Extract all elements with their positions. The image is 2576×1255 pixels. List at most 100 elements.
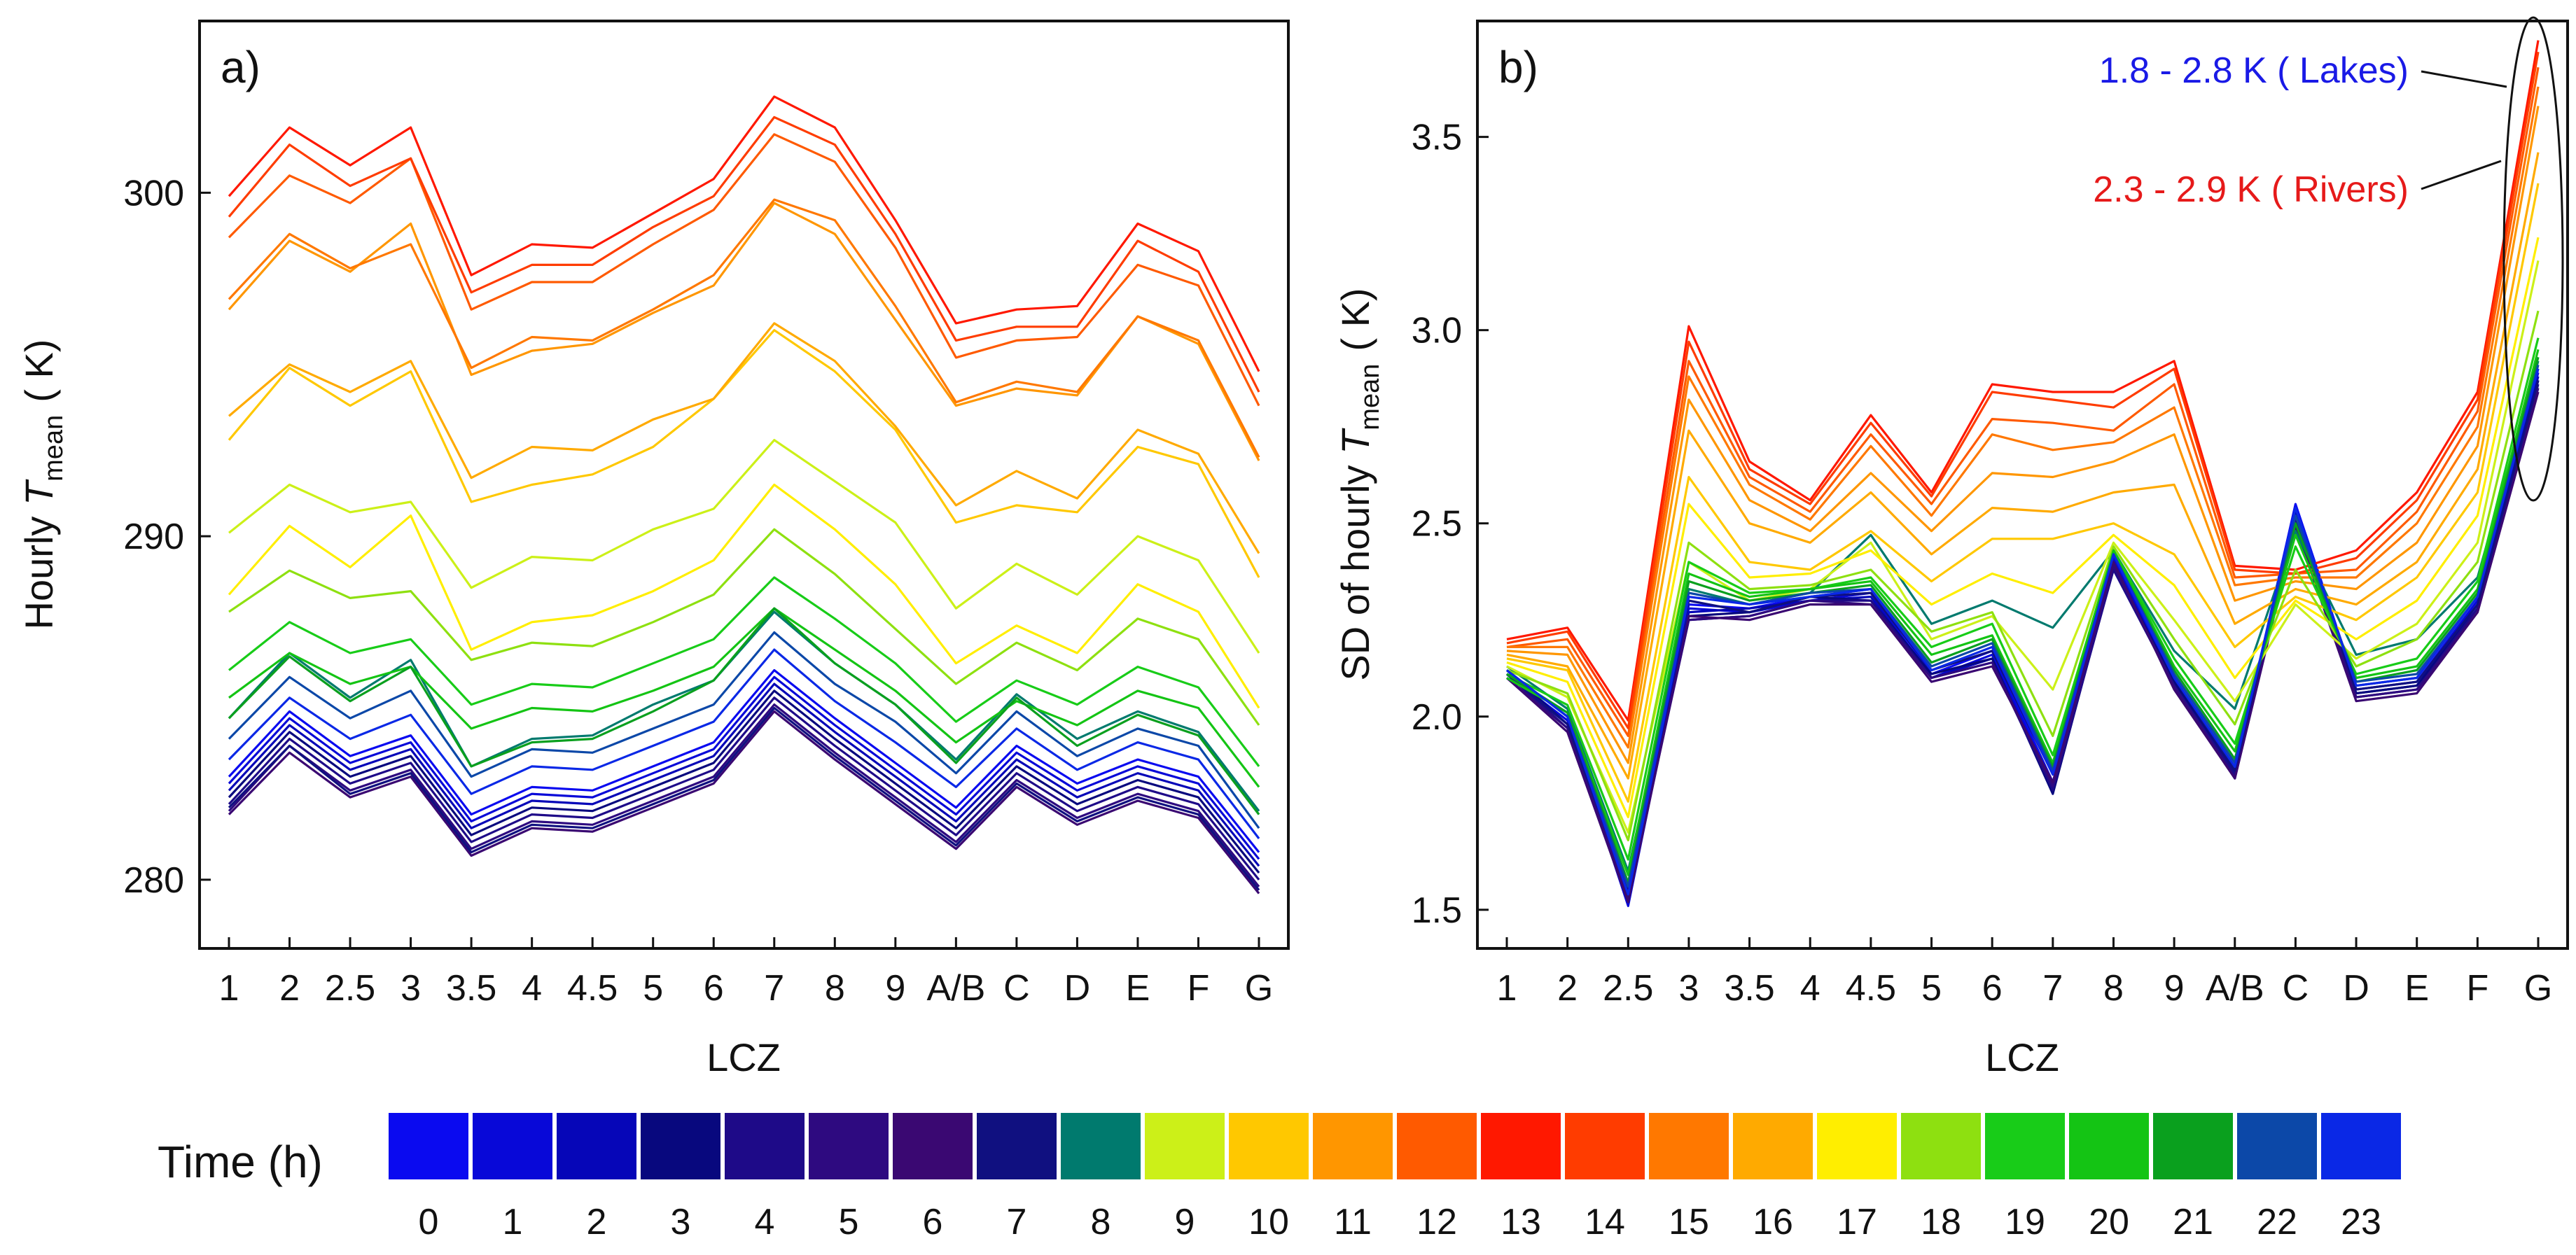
y-tick-label: 3.5 [1412, 118, 1462, 158]
panel-b: 1 2 2.5 3 3.5 4 4.5 5 6 7 8 9 A/B C D E F G 1.5 2.0 2.5 3.0 3.… [1333, 16, 2569, 1079]
series-hour-16 [228, 322, 1260, 554]
panel-a-ticks: 1 2 2.5 3 3.5 4 4.5 5 6 7 8 9 A/B C D E F G 280 290 300 [123, 173, 1273, 1009]
panel-a-frame [198, 20, 1290, 950]
legend-swatch-20 [2069, 1113, 2149, 1179]
x-tick-label: 5 [643, 968, 663, 1009]
series-hour-10 [228, 329, 1260, 578]
legend-label-9: 9 [1175, 1202, 1195, 1242]
series-hour-20 [228, 607, 1260, 788]
legend-swatch-14 [1565, 1113, 1645, 1179]
series-hour-5 [228, 703, 1260, 888]
legend-label-1: 1 [503, 1202, 523, 1242]
x-tick-label: E [1126, 968, 1150, 1009]
series-hour-1 [228, 675, 1260, 860]
panel-b-xlabel: LCZ [1985, 1035, 2059, 1079]
legend-swatch-5 [809, 1113, 889, 1179]
legend-swatch-0 [389, 1113, 468, 1179]
x-tick-label: C [2283, 968, 2309, 1009]
legend-swatch-13 [1481, 1113, 1561, 1179]
x-tick-label: 2.5 [1603, 968, 1653, 1009]
legend-swatch-2 [557, 1113, 636, 1179]
x-tick-label: E [2404, 968, 2429, 1009]
x-tick-label: 3.5 [446, 968, 496, 1009]
y-tick-label: 3.0 [1412, 311, 1462, 351]
series-hour-2 [228, 682, 1260, 867]
series-hour-15 [1507, 86, 2540, 749]
legend-items: 0 1 2 3 4 5 6 7 8 9 10 11 12 13 14 15 16 17 18 19 20 21 22 23 [389, 1113, 2401, 1242]
annotation-rivers: 2.3 - 2.9 K ( Rivers) [2093, 169, 2409, 210]
series-hour-19 [1506, 337, 2540, 861]
series-hour-17 [1506, 237, 2540, 818]
legend-swatch-19 [1985, 1113, 2065, 1179]
panel-b-ylabel-var: T [1333, 428, 1377, 454]
series-hour-13 [228, 95, 1260, 372]
x-tick-label: F [2466, 968, 2488, 1009]
legend-label-0: 0 [419, 1202, 439, 1242]
x-tick-label: 2 [1557, 968, 1578, 1009]
legend-swatch-11 [1313, 1113, 1393, 1179]
series-hour-18 [228, 528, 1260, 726]
legend-label-23: 23 [2341, 1202, 2381, 1242]
series-hour-14 [228, 115, 1260, 393]
legend-label-21: 21 [2173, 1202, 2213, 1242]
panel-b-ylabel-prefix: SD of hourly [1333, 454, 1377, 681]
legend-swatch-17 [1817, 1113, 1897, 1179]
legend-swatch-18 [1901, 1113, 1981, 1179]
series-hour-14 [1506, 51, 2540, 729]
x-tick-label: A/B [926, 968, 985, 1009]
series-hour-6 [228, 710, 1260, 895]
x-tick-label: 2 [279, 968, 300, 1009]
y-tick-label: 300 [123, 173, 184, 213]
series-hour-8 [1506, 360, 2540, 873]
series-hour-4 [228, 696, 1260, 881]
x-tick-label: 4 [1800, 968, 1820, 1009]
panel-a-ylabel: Hourly Tmean ( K) [17, 339, 69, 630]
series-hour-18 [1506, 310, 2540, 842]
legend-swatch-8 [1061, 1113, 1141, 1179]
legend-label-11: 11 [1334, 1202, 1372, 1242]
panel-b-ticks: 1 2 2.5 3 3.5 4 4.5 5 6 7 8 9 A/B C D E F G 1.5 2.0 2.5 3.0 3.… [1412, 118, 2553, 1009]
x-tick-label: G [2524, 968, 2552, 1009]
series-hour-7 [1505, 379, 2540, 892]
y-tick-label: 2.0 [1412, 697, 1462, 738]
panel-b-series [1505, 40, 2540, 907]
panel-b-ylabel-unit: ( K) [1333, 288, 1377, 351]
legend-swatch-12 [1397, 1113, 1477, 1179]
y-tick-label: 290 [123, 517, 184, 557]
legend-swatch-6 [893, 1113, 973, 1179]
legend-label-7: 7 [1007, 1202, 1027, 1242]
series-hour-20 [1506, 349, 2540, 876]
series-hour-6 [1505, 391, 2540, 904]
panel-a-ylabel-var: T [17, 479, 61, 505]
highlight-ellipse [2502, 16, 2564, 502]
series-hour-19 [228, 576, 1260, 767]
series-hour-23 [228, 648, 1260, 839]
legend-label-2: 2 [587, 1202, 607, 1242]
panel-b-ylabel-sub: mean [1356, 364, 1385, 430]
legend-label-10: 10 [1248, 1202, 1289, 1242]
legend-swatch-3 [641, 1113, 720, 1179]
x-tick-label: 6 [704, 968, 724, 1009]
legend-title: Time (h) [158, 1137, 323, 1187]
annotation-lakes-pointer [2421, 70, 2507, 88]
x-tick-label: G [1245, 968, 1273, 1009]
x-tick-label: 8 [825, 968, 845, 1009]
legend-swatch-4 [725, 1113, 805, 1179]
legend-label-3: 3 [671, 1202, 691, 1242]
x-tick-label: 1 [1497, 968, 1517, 1009]
series-hour-11 [1506, 106, 2540, 764]
series-hour-23 [1506, 368, 2540, 896]
annotation-lakes: 1.8 - 2.8 K ( Lakes) [2099, 50, 2409, 91]
series-hour-7 [228, 706, 1260, 891]
legend-label-8: 8 [1091, 1202, 1111, 1242]
legend-swatch-1 [473, 1113, 552, 1179]
legend-label-19: 19 [2005, 1202, 2045, 1242]
panel-a-ylabel-sub: mean [39, 415, 69, 482]
panel-a-xlabel: LCZ [706, 1035, 781, 1079]
series-hour-17 [228, 483, 1260, 709]
x-tick-label: 6 [1982, 968, 2003, 1009]
legend-swatch-22 [2237, 1113, 2317, 1179]
series-hour-15 [228, 198, 1260, 458]
x-tick-label: 4 [522, 968, 542, 1009]
